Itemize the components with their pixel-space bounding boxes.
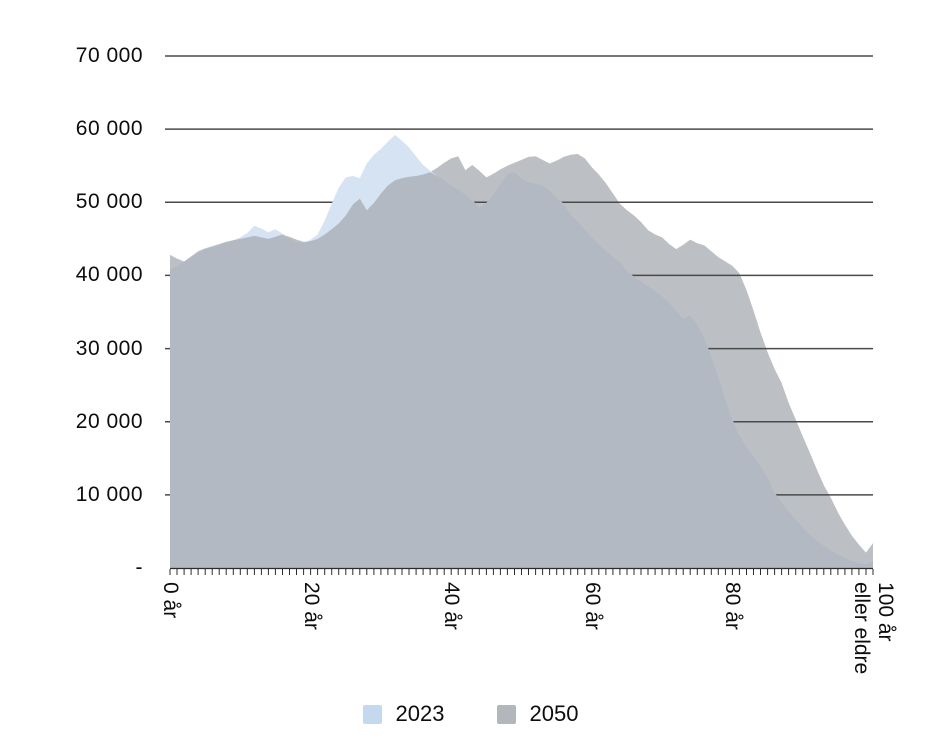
legend-label-2050: 2050 [529, 701, 579, 726]
legend-item-2023: 2023 [362, 701, 445, 727]
legend-label-2023: 2023 [395, 701, 445, 726]
legend-item-2050: 2050 [496, 701, 579, 727]
legend-swatch-2023-icon [362, 704, 382, 724]
legend: 2023 2050 [0, 701, 941, 727]
area-overlap [170, 171, 873, 568]
legend-swatch-2050-icon [496, 704, 516, 724]
